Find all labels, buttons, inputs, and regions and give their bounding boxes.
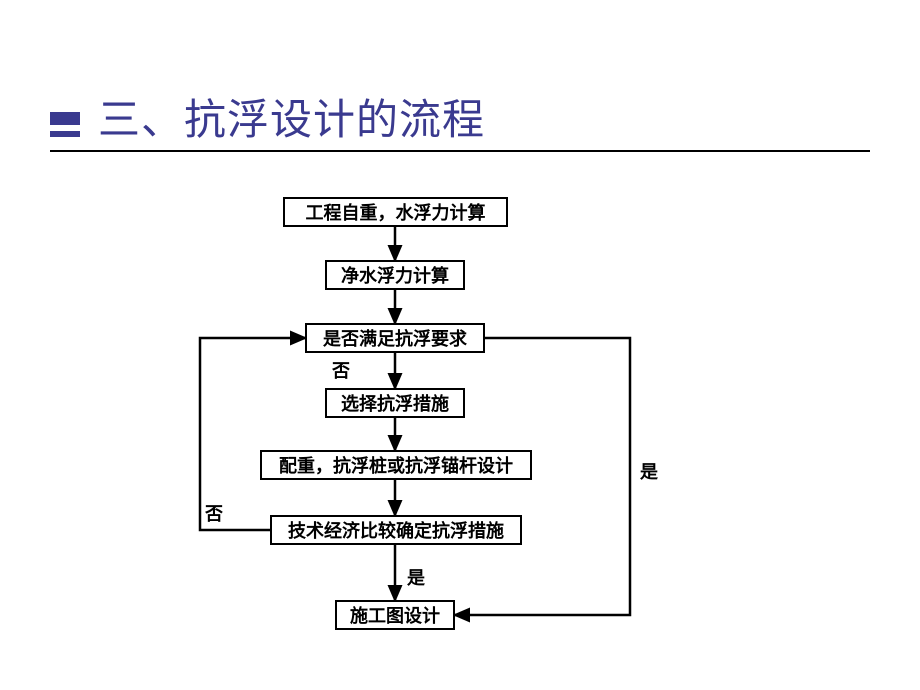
flowchart-area: 工程自重，水浮力计算净水浮力计算是否满足抗浮要求选择抗浮措施配重，抗浮桩或抗浮锚… bbox=[0, 195, 920, 665]
title-decoration bbox=[50, 112, 80, 137]
deco-bar-thick bbox=[50, 112, 80, 125]
title-underline bbox=[50, 150, 870, 152]
flow-node-n3: 是否满足抗浮要求 bbox=[305, 323, 485, 353]
slide-title: 三、抗浮设计的流程 bbox=[98, 86, 485, 147]
flow-label-yes1: 是 bbox=[640, 458, 658, 484]
flow-node-n2: 净水浮力计算 bbox=[325, 260, 465, 290]
flow-label-no2: 否 bbox=[205, 500, 223, 526]
flow-node-n4: 选择抗浮措施 bbox=[325, 388, 465, 418]
flow-node-n7: 施工图设计 bbox=[335, 600, 455, 630]
flow-label-no1: 否 bbox=[332, 357, 350, 383]
flow-node-n5: 配重，抗浮桩或抗浮锚杆设计 bbox=[260, 450, 532, 480]
deco-bar-thin bbox=[50, 131, 80, 137]
flow-label-yes2: 是 bbox=[407, 564, 425, 590]
slide-title-area: 三、抗浮设计的流程 bbox=[0, 0, 920, 147]
flow-node-n1: 工程自重，水浮力计算 bbox=[283, 197, 508, 227]
flow-node-n6: 技术经济比较确定抗浮措施 bbox=[270, 515, 522, 545]
